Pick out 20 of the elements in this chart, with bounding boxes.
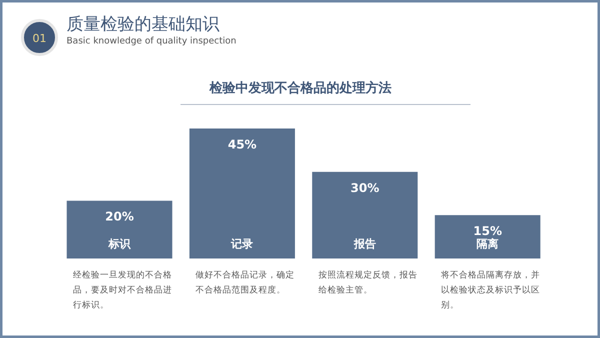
text: 经检验一旦发现的不合格品，要及时对不合格品进行标识。 [72,270,172,310]
chart-title: 检验中发现不合格品的处理方法 [208,80,392,96]
bar [189,128,295,258]
x-tick-label: 隔离 [476,238,499,250]
text: 将不合格品隔离存放，并以检验状态及标识予以区别。 [440,270,540,310]
bar [66,200,172,258]
data-label: 15% [473,224,502,238]
text: 做好不合格品记录，确定不合格品范围及程度。 [196,270,295,296]
text: 质量检验的基础知识 [66,14,220,34]
x-tick-label: 标识 [108,238,132,250]
data-label: 45% [228,138,257,152]
text: 01 [32,32,46,45]
bar [312,172,418,258]
x-tick-label: 报告 [352,238,376,250]
data-label: 20% [105,210,134,224]
x-tick-label: 记录 [230,238,254,250]
text: 按照流程规定反馈，报告给检验主管。 [318,270,418,296]
bar [434,215,540,258]
text: Basic knowledge of quality inspection [66,36,236,46]
data-label: 30% [350,180,380,195]
